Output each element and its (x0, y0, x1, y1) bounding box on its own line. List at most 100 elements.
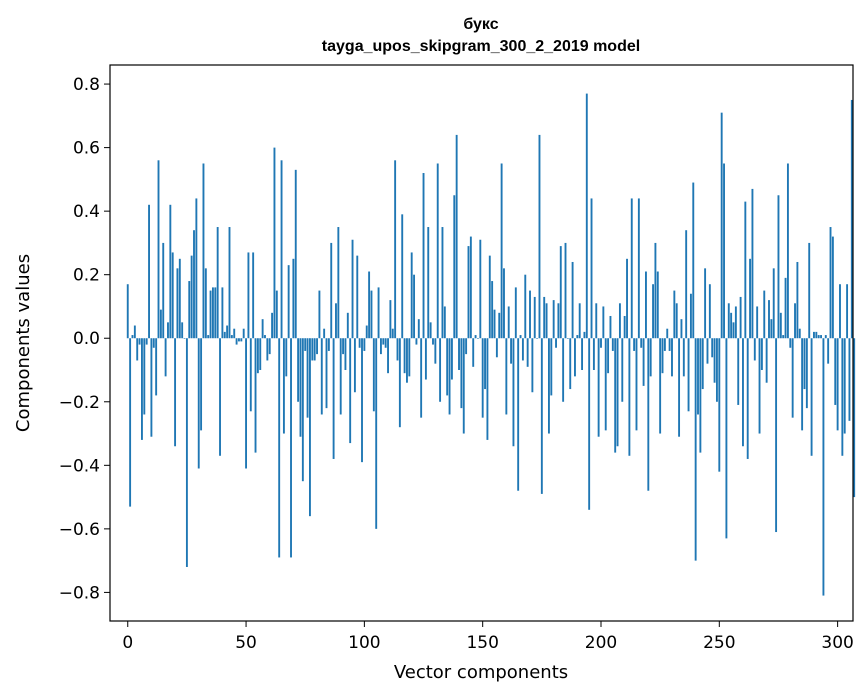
bar (159, 309, 162, 339)
bar (718, 338, 721, 472)
bar (569, 338, 572, 390)
bar (226, 325, 229, 339)
bar (427, 227, 430, 339)
bar (171, 252, 174, 339)
bar (368, 271, 371, 339)
bar (446, 338, 449, 396)
bar (519, 335, 522, 339)
bar (200, 338, 203, 431)
bar (692, 182, 695, 339)
bar (576, 335, 579, 339)
bar (597, 338, 600, 437)
y-tick-label: 0.0 (73, 329, 100, 349)
bar (524, 274, 527, 339)
bar (607, 338, 610, 374)
bar (829, 227, 832, 339)
bar (514, 287, 517, 339)
bar (462, 338, 465, 434)
bar (706, 338, 709, 364)
y-tick-label: −0.4 (59, 456, 100, 476)
bar (148, 204, 150, 339)
bar (552, 300, 555, 339)
bar (834, 338, 837, 405)
bar (536, 338, 539, 339)
bar (529, 290, 531, 339)
bar (202, 163, 205, 339)
bar (254, 338, 257, 453)
bar (637, 198, 640, 339)
bar (247, 252, 250, 339)
bar (155, 338, 158, 396)
bar (779, 312, 782, 339)
bar (678, 338, 681, 437)
bar (734, 306, 737, 339)
bar (661, 338, 664, 374)
bar (559, 246, 562, 339)
bar (273, 147, 276, 339)
bar (301, 338, 304, 482)
bar (453, 195, 456, 339)
bar (732, 322, 735, 339)
bar (760, 338, 763, 370)
bar (831, 236, 834, 339)
bar (782, 335, 785, 339)
bar (256, 338, 259, 374)
bar (439, 338, 442, 402)
bar (751, 188, 754, 339)
bar (349, 338, 352, 444)
bar (389, 300, 392, 339)
bar (507, 306, 510, 339)
bar (708, 284, 711, 339)
bar (275, 290, 278, 339)
bar (297, 338, 300, 402)
bar (609, 315, 612, 339)
bar (176, 268, 179, 339)
bar (801, 338, 804, 431)
bar (730, 312, 733, 339)
bar (422, 173, 425, 339)
bar (592, 338, 595, 370)
bar (472, 338, 475, 367)
bar (768, 300, 770, 339)
bar (853, 338, 856, 498)
bar (777, 195, 780, 339)
bar (264, 335, 266, 339)
y-axis-ticks: −0.8 −0.6 −0.4 −0.2 0.0 0.2 0.4 0.6 0.8 (59, 75, 110, 603)
bar (323, 328, 326, 339)
x-tick-label: 0 (122, 633, 133, 653)
bar (396, 338, 399, 361)
bar (145, 338, 148, 345)
bar (578, 303, 581, 339)
bar (299, 338, 302, 437)
bar (290, 338, 292, 558)
bar (320, 338, 323, 415)
bar (633, 338, 636, 351)
bar (680, 319, 683, 339)
bar (152, 338, 155, 348)
bar (268, 338, 271, 355)
bar (531, 338, 534, 393)
bar (503, 268, 505, 339)
bar (384, 338, 387, 348)
bar (685, 230, 688, 339)
bar (167, 322, 169, 339)
bar (817, 335, 820, 339)
bar (190, 255, 193, 339)
bar (794, 303, 796, 339)
bar (233, 328, 236, 339)
bar (339, 338, 342, 415)
bar (671, 338, 673, 377)
bar (361, 338, 363, 463)
bar (245, 338, 247, 469)
bar (406, 338, 408, 383)
bar (484, 338, 486, 390)
bar (753, 338, 756, 361)
bar (474, 335, 477, 339)
bar (756, 306, 759, 339)
bar (330, 242, 333, 339)
bar (436, 163, 439, 339)
bar (839, 284, 841, 339)
bar (287, 265, 290, 339)
bar (704, 268, 707, 339)
bar (178, 258, 181, 339)
